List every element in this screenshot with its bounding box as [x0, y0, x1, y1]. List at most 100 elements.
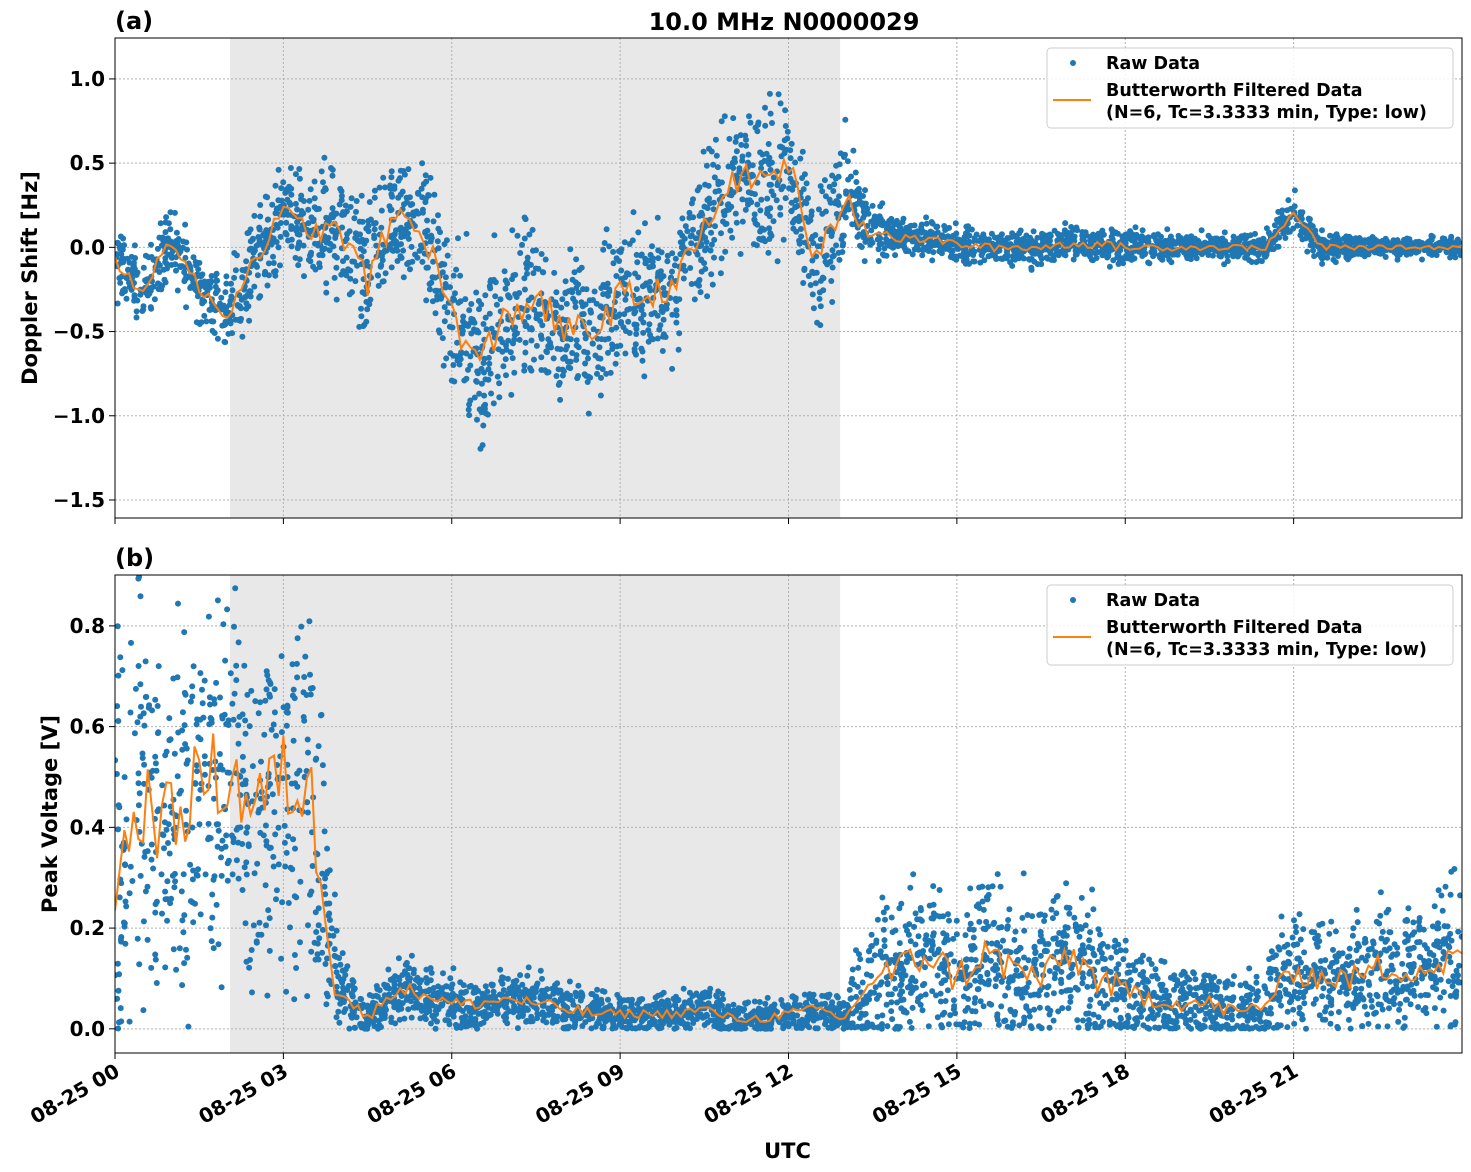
raw-data-point: [465, 406, 472, 413]
raw-data-point: [601, 988, 608, 995]
raw-data-point: [1456, 246, 1462, 253]
raw-data-point: [309, 685, 316, 691]
raw-data-point: [888, 215, 895, 222]
raw-data-point: [522, 986, 529, 993]
raw-data-point: [348, 990, 355, 997]
raw-data-point: [821, 177, 828, 184]
raw-data-point: [517, 972, 524, 979]
raw-data-point: [180, 929, 187, 936]
y-tick-label: 0.0: [70, 235, 105, 259]
raw-data-point: [298, 226, 305, 233]
raw-data-point: [1362, 239, 1369, 246]
raw-data-point: [1419, 256, 1425, 263]
raw-data-point: [322, 186, 329, 193]
raw-data-point: [524, 270, 530, 277]
raw-data-point: [360, 248, 367, 255]
raw-data-point: [777, 211, 784, 218]
raw-data-point: [634, 259, 641, 266]
raw-data-point: [257, 213, 264, 220]
raw-data-point: [449, 981, 456, 988]
raw-data-point: [929, 241, 935, 248]
raw-data-point: [449, 324, 456, 331]
raw-data-point: [182, 221, 189, 228]
raw-data-point: [730, 189, 737, 196]
raw-data-point: [422, 172, 429, 179]
raw-data-point: [158, 871, 165, 878]
raw-data-point: [263, 686, 270, 693]
raw-data-point: [322, 875, 329, 882]
raw-data-point: [323, 1001, 330, 1008]
raw-data-point: [281, 839, 288, 846]
raw-data-point: [148, 856, 155, 863]
raw-data-point: [222, 321, 229, 328]
raw-data-point: [683, 1024, 689, 1031]
raw-data-point: [1168, 259, 1175, 266]
raw-data-point: [228, 280, 234, 287]
raw-data-point: [185, 1023, 192, 1030]
raw-data-point: [117, 936, 124, 943]
raw-data-point: [248, 687, 255, 694]
raw-data-point: [1047, 233, 1053, 240]
raw-data-point: [486, 310, 493, 317]
raw-data-point: [468, 301, 475, 307]
raw-data-point: [120, 259, 127, 266]
raw-data-point: [432, 287, 439, 294]
raw-data-point: [154, 245, 161, 252]
raw-data-point: [1201, 239, 1208, 246]
raw-data-point: [815, 206, 822, 213]
raw-data-point: [115, 987, 122, 994]
raw-data-point: [262, 697, 269, 704]
raw-data-point: [201, 771, 208, 778]
raw-data-point: [215, 827, 222, 834]
raw-data-point: [1108, 246, 1115, 253]
raw-data-point: [378, 207, 385, 214]
raw-data-point: [398, 241, 404, 248]
raw-data-point: [131, 730, 138, 737]
raw-data-point: [224, 877, 231, 884]
raw-data-point: [779, 144, 786, 151]
raw-data-point: [1271, 222, 1278, 229]
raw-data-point: [308, 214, 315, 221]
raw-data-point: [130, 262, 137, 269]
raw-data-point: [1051, 227, 1058, 234]
raw-data-point: [432, 310, 439, 317]
raw-data-point: [1252, 230, 1258, 237]
raw-data-point: [189, 824, 196, 831]
raw-data-point: [262, 882, 269, 889]
raw-data-point: [395, 1006, 402, 1013]
raw-data-point: [427, 965, 434, 972]
raw-data-point: [271, 686, 278, 693]
raw-data-point: [589, 1015, 596, 1022]
raw-data-point: [757, 207, 764, 214]
raw-data-point: [329, 172, 336, 179]
raw-data-point: [429, 274, 436, 281]
raw-data-point: [675, 997, 682, 1004]
raw-data-point: [632, 341, 639, 348]
raw-data-point: [713, 992, 720, 999]
raw-data-point: [573, 356, 580, 363]
raw-data-point: [1046, 248, 1053, 254]
raw-data-point: [292, 254, 299, 261]
raw-data-point: [182, 821, 189, 828]
raw-data-point: [342, 202, 349, 209]
raw-data-point: [352, 278, 359, 285]
raw-data-point: [1377, 250, 1384, 257]
raw-data-point: [377, 1006, 383, 1012]
raw-data-point: [788, 140, 795, 147]
raw-data-point: [607, 1002, 614, 1009]
raw-data-point: [497, 336, 504, 342]
raw-data-point: [283, 849, 290, 856]
raw-data-point: [382, 983, 389, 990]
raw-data-point: [523, 265, 530, 272]
raw-data-point: [539, 322, 546, 329]
raw-data-point: [257, 829, 264, 836]
raw-data-point: [453, 266, 460, 273]
raw-data-point: [246, 723, 253, 730]
raw-data-point: [1013, 234, 1020, 241]
y-tick-label: −1.5: [53, 488, 105, 512]
raw-data-point: [616, 258, 623, 264]
raw-data-point: [659, 348, 666, 354]
raw-data-point: [490, 330, 497, 336]
raw-data-point: [595, 1018, 602, 1025]
raw-data-point: [444, 252, 451, 259]
